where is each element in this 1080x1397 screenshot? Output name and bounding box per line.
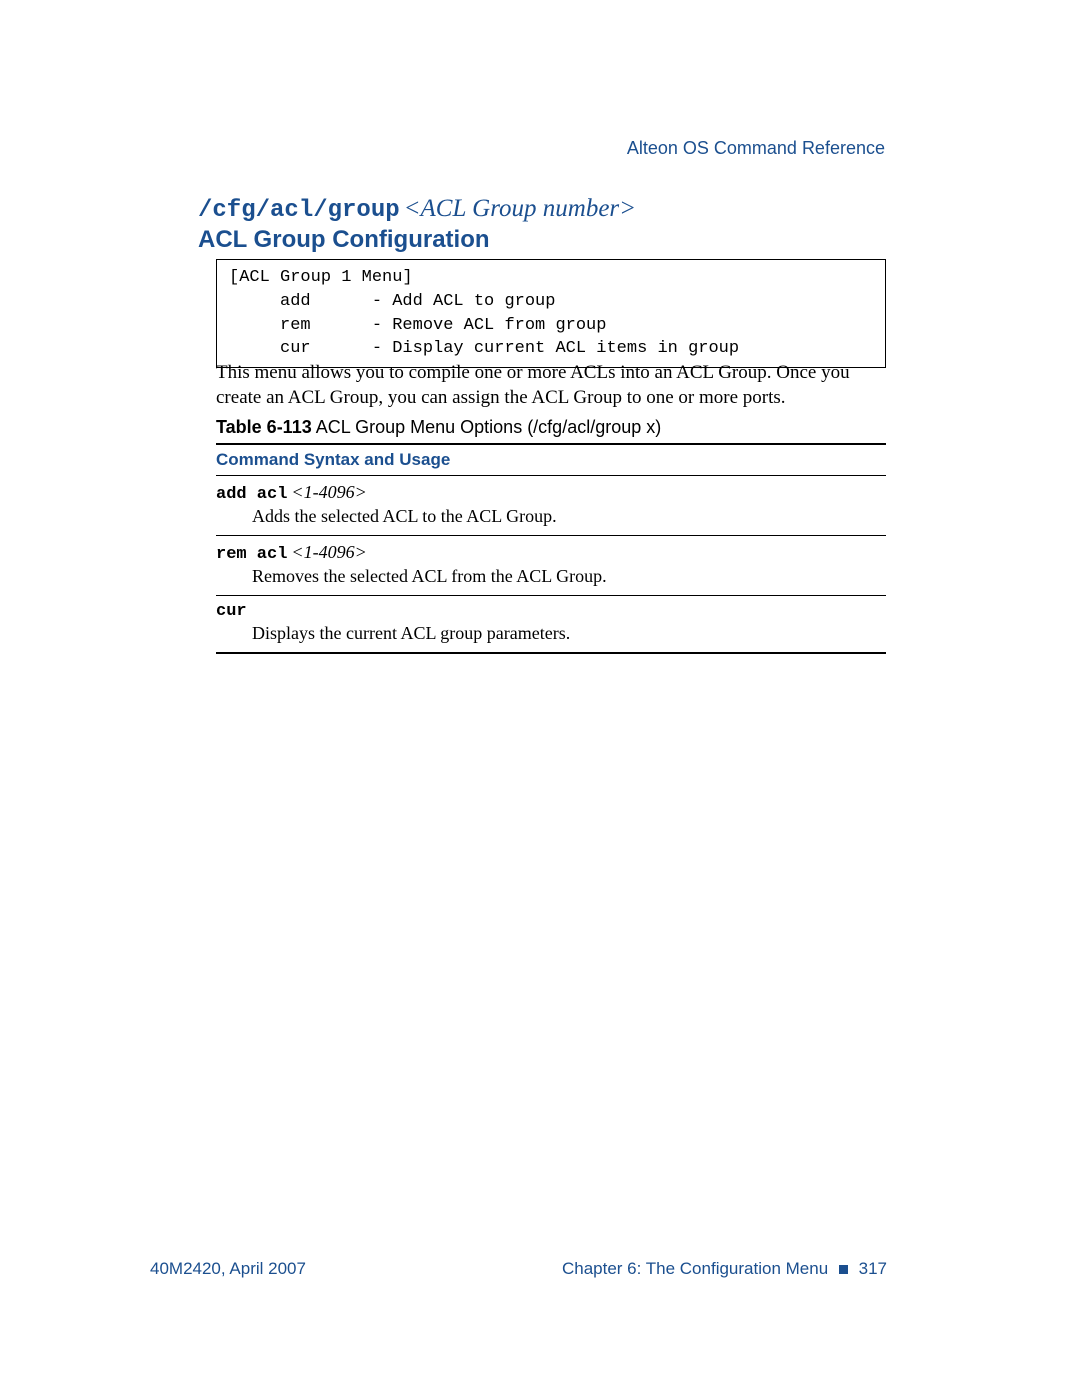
command-arg: <1-4096> (291, 542, 366, 562)
page-footer: 40M2420, April 2007 Chapter 6: The Confi… (150, 1259, 887, 1279)
menu-listing-box: [ACL Group 1 Menu] add - Add ACL to grou… (216, 259, 886, 368)
footer-left: 40M2420, April 2007 (150, 1259, 306, 1279)
command-argument: <ACL Group number> (404, 195, 636, 222)
table-caption: Table 6-113 ACL Group Menu Options (/cfg… (216, 417, 661, 438)
section-subtitle: ACL Group Configuration (198, 226, 636, 254)
table-row: cur Displays the current ACL group param… (216, 596, 886, 654)
table-row: add acl <1-4096> Adds the selected ACL t… (216, 476, 886, 536)
command-desc: Adds the selected ACL to the ACL Group. (252, 506, 886, 527)
command-syntax: cur (216, 602, 247, 621)
table-header: Command Syntax and Usage (216, 443, 886, 476)
body-paragraph: This menu allows you to compile one or m… (216, 361, 886, 410)
command-arg: <1-4096> (291, 482, 366, 502)
command-table: Command Syntax and Usage add acl <1-4096… (216, 443, 886, 654)
footer-right: Chapter 6: The Configuration Menu 317 (562, 1259, 887, 1279)
table-caption-text: ACL Group Menu Options (/cfg/acl/group x… (316, 417, 662, 437)
page: Alteon OS Command Reference /cfg/acl/gro… (0, 0, 1080, 1397)
command-path: /cfg/acl/group (198, 197, 400, 224)
command-desc: Displays the current ACL group parameter… (252, 623, 886, 644)
section-heading: /cfg/acl/group <ACL Group number> ACL Gr… (198, 195, 636, 254)
footer-page-number: 317 (859, 1259, 887, 1278)
running-header: Alteon OS Command Reference (627, 138, 885, 159)
square-bullet-icon (839, 1265, 848, 1274)
footer-chapter: Chapter 6: The Configuration Menu (562, 1259, 828, 1278)
table-caption-label: Table 6-113 (216, 417, 312, 437)
command-desc: Removes the selected ACL from the ACL Gr… (252, 566, 886, 587)
command-syntax: add acl (216, 485, 287, 504)
command-syntax: rem acl (216, 545, 287, 564)
table-row: rem acl <1-4096> Removes the selected AC… (216, 536, 886, 596)
